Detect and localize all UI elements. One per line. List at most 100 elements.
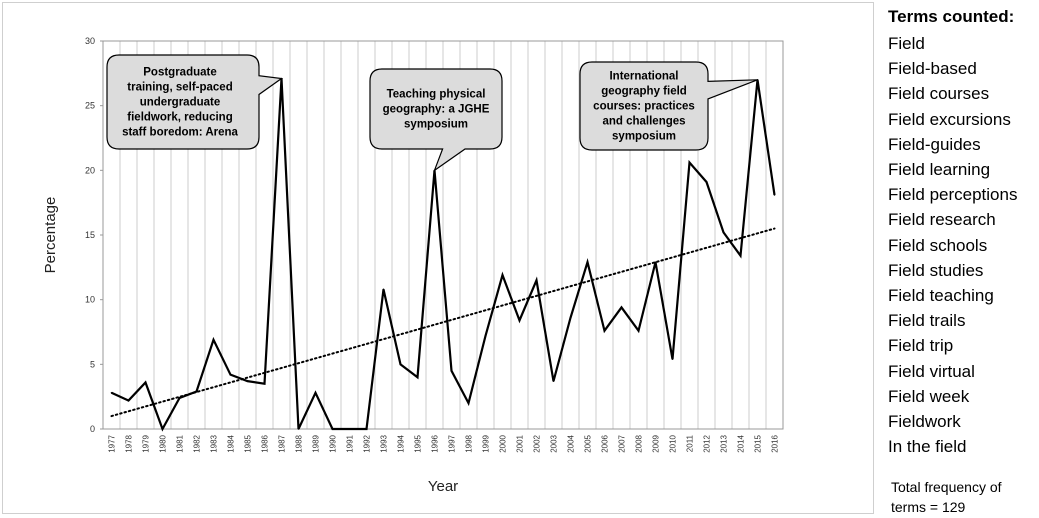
data-point — [654, 261, 657, 263]
data-point — [365, 428, 368, 430]
data-point — [331, 428, 334, 430]
term-item: Field learning — [888, 160, 991, 180]
data-point — [229, 373, 232, 376]
chart-frame: 0 5 10 15 20 25 30 1977 1978 1979 1980 1981 1982 1983… — [2, 2, 874, 514]
annotation-callout — [369, 68, 503, 172]
data-point — [586, 261, 589, 263]
term-item: Field-guides — [888, 134, 981, 154]
x-axis-title: Year — [428, 478, 458, 495]
data-point — [246, 380, 249, 382]
x-tick-label: 1978 — [125, 434, 134, 452]
data-point — [348, 428, 351, 430]
term-item: Field courses — [888, 84, 990, 104]
x-tick-label: 1995 — [414, 434, 423, 452]
x-tick-label: 1979 — [142, 434, 151, 452]
term-item: Field studies — [888, 260, 984, 280]
x-tick-label: 1989 — [312, 434, 321, 452]
annotation-text: geography field — [601, 86, 687, 98]
y-axis-title: Percentage — [42, 197, 59, 274]
annotation-text: Postgraduate — [143, 67, 217, 79]
y-tick-label: 25 — [85, 101, 95, 111]
x-tick-label: 1980 — [159, 434, 168, 452]
data-point — [722, 231, 725, 234]
y-tick-label: 20 — [85, 165, 95, 175]
term-item: Field-based — [888, 59, 977, 79]
annotation-text: geography: a JGHE — [383, 104, 490, 116]
data-point — [297, 428, 300, 430]
x-tick-label: 1994 — [397, 434, 406, 452]
term-item: Field excursions — [888, 109, 1011, 129]
data-point — [212, 338, 215, 341]
annotation-text: training, self-paced — [127, 82, 232, 94]
data-point — [620, 306, 623, 309]
x-tick-label: 2000 — [499, 434, 508, 452]
trendline — [110, 227, 776, 418]
x-tick-label: 2016 — [771, 434, 780, 452]
x-tick-label: 2012 — [703, 434, 712, 452]
data-point — [161, 428, 164, 430]
term-item: Field — [888, 34, 925, 53]
data-point — [314, 391, 317, 394]
x-tick-label: 1998 — [465, 434, 474, 452]
x-tick-label: 1990 — [329, 434, 338, 452]
x-tick-label: 1981 — [176, 434, 185, 452]
annotation-text: staff boredom: Arena — [122, 127, 238, 139]
x-tick-label: 2001 — [516, 434, 525, 452]
total-frequency-line1: Total frequency of — [891, 479, 1002, 495]
y-tick-label: 15 — [85, 230, 95, 240]
data-point — [773, 194, 776, 196]
x-tick-label: 1997 — [448, 434, 457, 452]
terms-list: Field Field-based Field courses Field excur… — [888, 31, 1038, 459]
x-tick-label: 1992 — [363, 434, 372, 452]
data-point — [705, 181, 708, 183]
x-tick-label: 2009 — [652, 434, 661, 452]
x-tick-label: 1999 — [482, 434, 491, 452]
data-point — [399, 363, 402, 366]
annotation-text: Teaching physical — [387, 89, 486, 101]
annotation-callout — [579, 61, 758, 151]
x-tick-label: 2014 — [737, 434, 746, 452]
data-point — [552, 380, 555, 382]
data-point — [144, 381, 147, 384]
data-point — [127, 399, 130, 402]
terms-panel: Terms counted: Field Field-based Field cou… — [888, 6, 1038, 459]
data-point — [603, 329, 606, 332]
term-item: Field virtual — [888, 361, 975, 381]
x-tick-label: 1987 — [278, 434, 287, 452]
data-point — [518, 319, 521, 322]
data-point — [637, 329, 640, 332]
x-tick-label: 1982 — [193, 434, 202, 452]
data-point — [501, 274, 504, 276]
x-tick-label: 1993 — [380, 434, 389, 452]
term-item: Field perceptions — [888, 185, 1018, 205]
data-point — [263, 382, 266, 385]
series-line — [111, 78, 776, 432]
term-item: Fieldwork — [888, 412, 961, 432]
x-tick-label: 2003 — [550, 434, 559, 452]
total-frequency-line2: terms = 129 — [891, 499, 966, 515]
x-tick-label: 1983 — [210, 434, 219, 452]
term-item: Field week — [888, 386, 970, 406]
annotation-text: undergraduate — [140, 97, 221, 109]
y-tick-label: 10 — [85, 295, 95, 305]
x-tick-label: 2011 — [686, 434, 695, 452]
annotation-text: courses: practices — [593, 101, 695, 113]
x-tick-label: 2007 — [618, 434, 627, 452]
term-item: Field trip — [888, 336, 954, 356]
data-point — [110, 391, 113, 394]
annotation-text: fieldwork, reducing — [127, 112, 232, 124]
line-chart: 0 5 10 15 20 25 30 1977 1978 1979 1980 1981 1982 1983… — [42, 36, 784, 495]
data-point — [382, 288, 385, 291]
data-point — [467, 402, 470, 404]
x-tick-label: 2015 — [754, 434, 763, 452]
x-tick-label: 2004 — [567, 434, 576, 452]
term-item: In the field — [888, 437, 967, 457]
terms-heading: Terms counted: — [888, 7, 1015, 26]
y-tick-label: 30 — [85, 36, 95, 46]
data-point — [416, 376, 419, 379]
x-tick-label: 1996 — [431, 434, 440, 452]
data-point — [535, 279, 538, 282]
term-item: Field schools — [888, 235, 988, 255]
total-frequency-note: Total frequency of terms = 129 — [891, 477, 1039, 517]
x-tick-label: 1988 — [295, 434, 304, 452]
